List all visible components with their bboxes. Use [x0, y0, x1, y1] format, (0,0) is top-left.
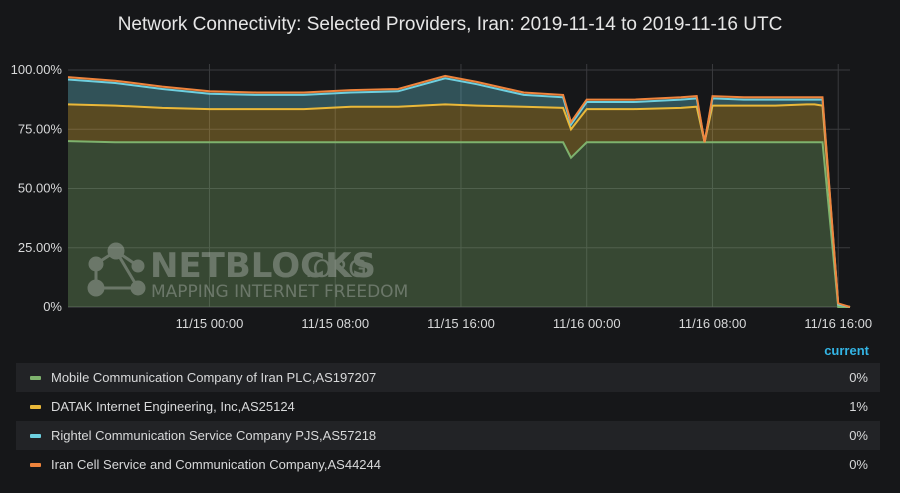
series-line-2 — [67, 103, 851, 308]
x-tick-label: 11/16 08:00 — [679, 316, 747, 331]
series-color-swatch[interactable] — [30, 462, 41, 467]
legend-item-value: 0% — [849, 370, 868, 385]
connectivity-chart: NETBLOCKS .ORG MAPPING INTERNET FREEDOM … — [11, 62, 872, 331]
netblocks-watermark: NETBLOCKS .ORG MAPPING INTERNET FREEDOM — [87, 242, 408, 302]
network-nodes-icon — [87, 242, 146, 297]
chart-axes: 0% 25.00% 50.00% 75.00% 100.00% 11/15 00:00 11… — [11, 62, 872, 331]
legend-current-header[interactable]: current — [824, 343, 869, 358]
chart-title: Network Connectivity: Selected Providers… — [117, 14, 783, 35]
x-tick-label: 11/15 16:00 — [427, 316, 495, 331]
chart-lines — [67, 74, 851, 308]
x-tick-label: 11/16 16:00 — [804, 316, 872, 331]
legend-item-label[interactable]: DATAK Internet Engineering, Inc,AS25124 — [51, 399, 295, 414]
series-line-3 — [67, 77, 851, 308]
legend: Mobile Communication Company of Iran PLC… — [16, 363, 880, 479]
chart-grid — [68, 64, 850, 308]
y-tick-label: 75.00% — [18, 121, 63, 136]
x-tick-label: 11/15 08:00 — [301, 316, 369, 331]
series-color-swatch[interactable] — [30, 375, 41, 380]
legend-item-value: 0% — [849, 428, 868, 443]
series-color-swatch[interactable] — [30, 404, 41, 409]
y-tick-label: 50.00% — [18, 181, 63, 196]
series-color-swatch[interactable] — [30, 433, 41, 438]
legend-item[interactable]: Iran Cell Service and Communication Comp… — [16, 450, 880, 479]
watermark-suffix: .ORG — [305, 255, 367, 283]
legend-item-label[interactable]: Mobile Communication Company of Iran PLC… — [51, 370, 377, 385]
legend-item-label[interactable]: Rightel Communication Service Company PJ… — [51, 428, 377, 443]
y-tick-label: 25.00% — [18, 240, 63, 255]
y-tick-label: 100.00% — [11, 62, 63, 77]
series-area-2 — [68, 104, 850, 308]
series-line-4 — [67, 74, 851, 308]
legend-item[interactable]: Mobile Communication Company of Iran PLC… — [16, 363, 880, 392]
series-area-3 — [68, 78, 850, 307]
legend-item[interactable]: DATAK Internet Engineering, Inc,AS25124 … — [16, 392, 880, 421]
legend-item-label[interactable]: Iran Cell Service and Communication Comp… — [51, 457, 381, 472]
legend-item-value: 1% — [849, 399, 868, 414]
series-area-1 — [68, 141, 850, 307]
watermark-tagline: MAPPING INTERNET FREEDOM — [151, 282, 408, 302]
x-tick-label: 11/16 00:00 — [553, 316, 621, 331]
y-tick-label: 0% — [43, 299, 62, 314]
series-line-1 — [67, 140, 850, 308]
x-tick-label: 11/15 00:00 — [176, 316, 244, 331]
watermark-brand: NETBLOCKS — [150, 246, 376, 286]
legend-item-value: 0% — [849, 457, 868, 472]
legend-item[interactable]: Rightel Communication Service Company PJ… — [16, 421, 880, 450]
